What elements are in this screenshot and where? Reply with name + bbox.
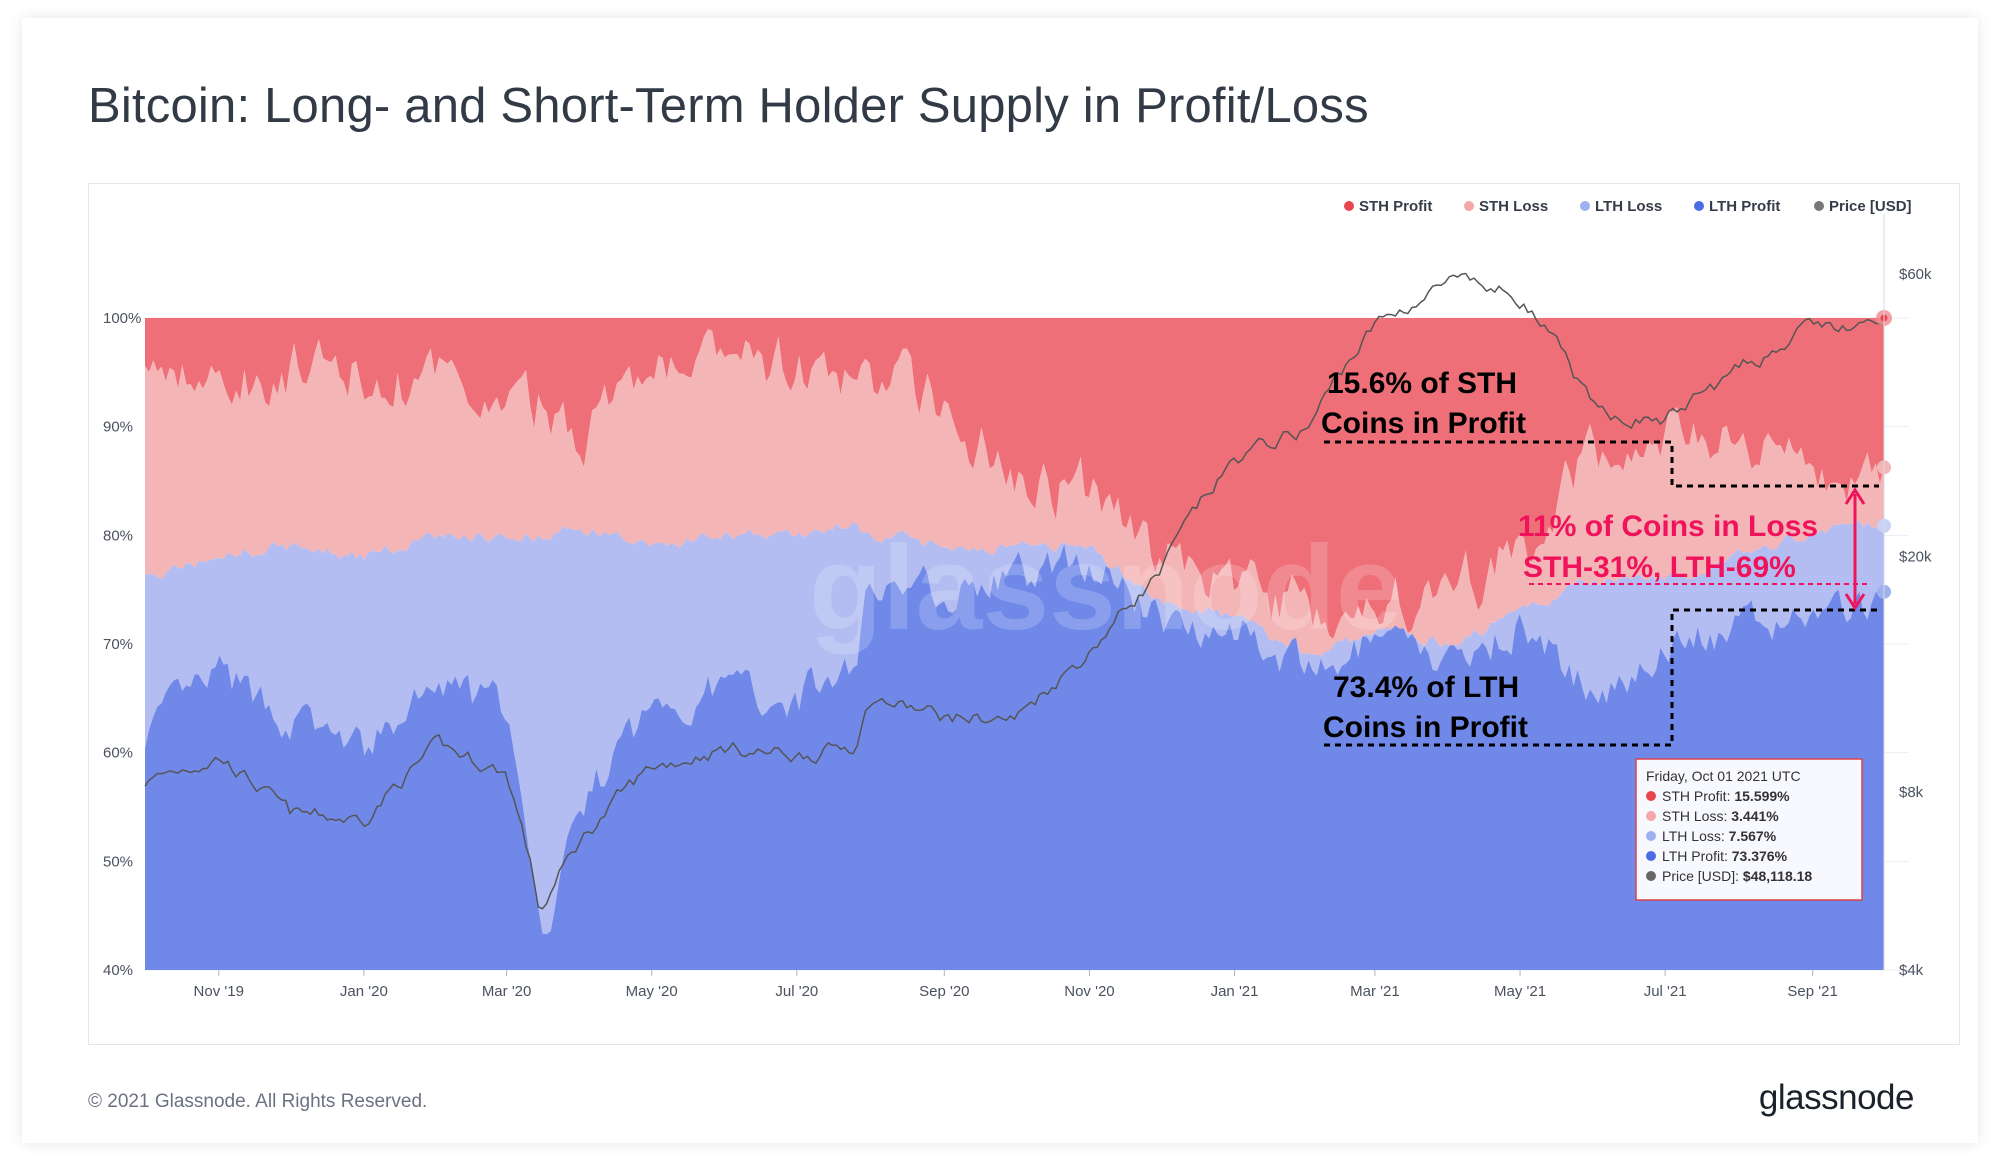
- x-tick-label: Jan '20: [340, 983, 388, 1000]
- chart[interactable]: glassnode 40% 50% 60% 70% 80% 90% 100% $4k $8k $2…: [89, 184, 1959, 1044]
- tooltip-dot: [1646, 811, 1656, 821]
- x-tick-label: Sep '21: [1787, 983, 1837, 1000]
- loss-arrow-head: [1844, 487, 1866, 505]
- tooltip-dot: [1646, 871, 1656, 881]
- loss-annotation: STH-31%, LTH-69%: [1523, 551, 1796, 584]
- page-title: Bitcoin: Long- and Short-Term Holder Sup…: [88, 79, 1369, 133]
- annotations: 15.6% of STH Coins in Profit 73.4% of LTH C…: [1321, 367, 1879, 747]
- x-tick-label: Sep '20: [919, 983, 969, 1000]
- lth-loss-area: [145, 520, 1884, 935]
- lth-profit-annotation: 73.4% of LTH: [1333, 671, 1519, 704]
- tooltip-row: Price [USD]: $48,118.18: [1662, 868, 1812, 884]
- y2-tick-label: $8k: [1899, 784, 1924, 801]
- axes: 40% 50% 60% 70% 80% 90% 100% $4k $8k $20k $60k Nov …: [103, 214, 1932, 1000]
- copyright: © 2021 Glassnode. All Rights Reserved.: [88, 1091, 428, 1112]
- tooltip-value: 73.376%: [1732, 848, 1788, 864]
- tooltip-box: [1635, 758, 1863, 901]
- sth-profit-annotation: 15.6% of STH: [1327, 367, 1517, 400]
- y-tick-label: 80%: [103, 527, 133, 544]
- x-tick-label: Jul '20: [775, 983, 818, 1000]
- sth-loss-area: [145, 329, 1884, 656]
- sth-profit-annotation: Coins in Profit: [1321, 407, 1526, 440]
- legend-dot: [1464, 201, 1474, 211]
- legend-dot: [1694, 201, 1704, 211]
- lth-profit-area: [145, 544, 1884, 970]
- y-tick-label: 100%: [103, 310, 141, 327]
- x-tick-label: Jan '21: [1211, 983, 1259, 1000]
- x-tick-label: Nov '20: [1064, 983, 1114, 1000]
- lth-profit-annotation: Coins in Profit: [1323, 711, 1528, 744]
- tooltip-dot: [1646, 851, 1656, 861]
- loss-arrow-head: [1844, 593, 1866, 611]
- y-tick-label: 70%: [103, 636, 133, 653]
- sth-profit-area: [145, 318, 1884, 639]
- tooltip-dot: [1646, 831, 1656, 841]
- loss-annotation: 11% of Coins in Loss: [1518, 510, 1818, 543]
- chart-panel: glassnode 40% 50% 60% 70% 80% 90% 100% $4k $8k $2…: [88, 183, 1960, 1045]
- x-tick-label: Mar '20: [482, 983, 532, 1000]
- x-tick-label: Nov '19: [194, 983, 244, 1000]
- y2-tick-label: $20k: [1899, 548, 1932, 565]
- y-tick-label: 60%: [103, 745, 133, 762]
- tooltip-value: 7.567%: [1729, 828, 1777, 844]
- legend-label: STH Profit: [1359, 198, 1432, 215]
- chart-card: Bitcoin: Long- and Short-Term Holder Sup…: [22, 18, 1978, 1143]
- y-tick-label: 50%: [103, 853, 133, 870]
- tooltip-value: $48,118.18: [1743, 868, 1813, 884]
- x-tick-label: May '20: [626, 983, 678, 1000]
- tooltip-date: Friday, Oct 01 2021 UTC: [1646, 768, 1801, 784]
- y2-tick-label: $60k: [1899, 266, 1932, 283]
- tooltip-value: 15.599%: [1734, 788, 1790, 804]
- price-series-line: [144, 272, 1885, 910]
- x-tick-label: May '21: [1494, 983, 1546, 1000]
- tooltip-dot: [1646, 791, 1656, 801]
- tooltip-row: LTH Profit: 73.376%: [1662, 848, 1788, 864]
- y-tick-label: 40%: [103, 962, 133, 979]
- x-tick-label: Jul '21: [1644, 983, 1687, 1000]
- area-layers: [145, 318, 1884, 970]
- x-tick-label: Mar '21: [1350, 983, 1400, 1000]
- legend-dot: [1580, 201, 1590, 211]
- sth-profit-bracket: [1324, 440, 1879, 488]
- legend-label: LTH Loss: [1595, 198, 1662, 215]
- tooltip-row: STH Loss: 3.441%: [1662, 808, 1779, 824]
- watermark: glassnode: [809, 521, 1403, 655]
- y-tick-label: 90%: [103, 419, 133, 436]
- legend-dot: [1344, 201, 1354, 211]
- tooltip-value: 3.441%: [1731, 808, 1779, 824]
- y2-tick-label: $4k: [1899, 962, 1924, 979]
- lth-profit-bracket: [1324, 608, 1879, 747]
- tooltip-row: LTH Loss: 7.567%: [1662, 828, 1777, 844]
- legend-dot: [1814, 201, 1824, 211]
- legend-label: LTH Profit: [1709, 198, 1780, 215]
- tooltip-row: STH Profit: 15.599%: [1662, 788, 1790, 804]
- legend[interactable]: STH Profit STH Loss LTH Loss LTH Profit Pric…: [1344, 198, 1912, 215]
- legend-label: Price [USD]: [1829, 198, 1912, 215]
- legend-label: STH Loss: [1479, 198, 1548, 215]
- tooltip: Friday, Oct 01 2021 UTC STH Profit: 15.59…: [1635, 758, 1863, 901]
- brand-logo[interactable]: glassnode: [1758, 1078, 1915, 1117]
